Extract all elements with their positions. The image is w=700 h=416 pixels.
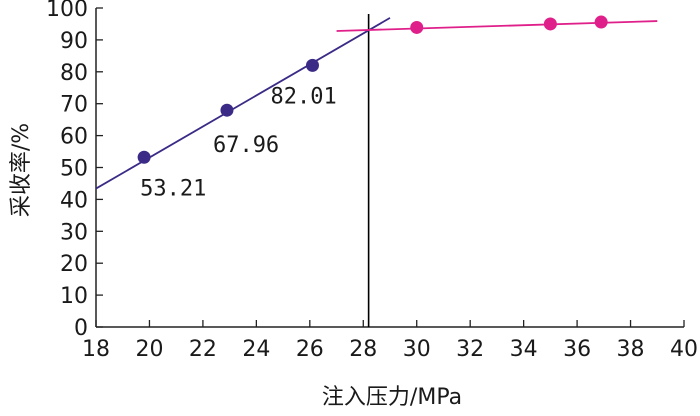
- x-tick-label: 36: [563, 337, 591, 362]
- x-axis-title: 注入压力/MPa: [322, 385, 462, 410]
- data-point: [220, 103, 234, 117]
- y-tick-label: 80: [60, 61, 88, 86]
- x-tick-label: 18: [82, 337, 110, 362]
- y-tick-label: 60: [60, 125, 88, 150]
- y-tick-label: 0: [74, 316, 88, 341]
- data-point: [410, 20, 424, 34]
- x-tick-label: 32: [456, 337, 484, 362]
- data-point: [137, 150, 151, 164]
- y-tick-label: 20: [60, 252, 88, 277]
- y-tick-label: 30: [60, 220, 88, 245]
- x-tick-label: 34: [510, 337, 538, 362]
- data-labels: 53.21 67.96 82.01: [140, 84, 337, 201]
- data-label: 53.21: [140, 176, 206, 201]
- y-tick-label: 50: [60, 157, 88, 182]
- y-axis-title: 采收率/%: [9, 123, 34, 217]
- y-tick-label: 70: [60, 93, 88, 118]
- fit-line: [95, 17, 391, 190]
- fit-line: [336, 20, 658, 32]
- y-tick-label: 100: [46, 0, 88, 22]
- data-label: 67.96: [213, 133, 279, 158]
- axes: [95, 8, 684, 328]
- data-point: [543, 17, 557, 31]
- x-tick-label: 22: [189, 337, 217, 362]
- tick-labels: 18 20 22 24 26 28 30 32 34 36 38 40 0 10 20 30 40 50 60 70 8…: [46, 0, 698, 362]
- fit-lines: [95, 14, 658, 327]
- data-point: [305, 58, 319, 72]
- data-point: [594, 15, 608, 29]
- y-tick-label: 10: [60, 284, 88, 309]
- y-tick-label: 90: [60, 29, 88, 54]
- x-tick-label: 20: [135, 337, 163, 362]
- x-tick-label: 26: [296, 337, 324, 362]
- x-tick-label: 24: [242, 337, 270, 362]
- ticks: [95, 7, 685, 328]
- data-points: [137, 15, 608, 164]
- x-tick-label: 30: [403, 337, 431, 362]
- x-tick-label: 28: [349, 337, 377, 362]
- data-label: 82.01: [270, 84, 336, 109]
- x-tick-label: 40: [670, 337, 698, 362]
- y-tick-label: 40: [60, 188, 88, 213]
- x-tick-label: 38: [617, 337, 645, 362]
